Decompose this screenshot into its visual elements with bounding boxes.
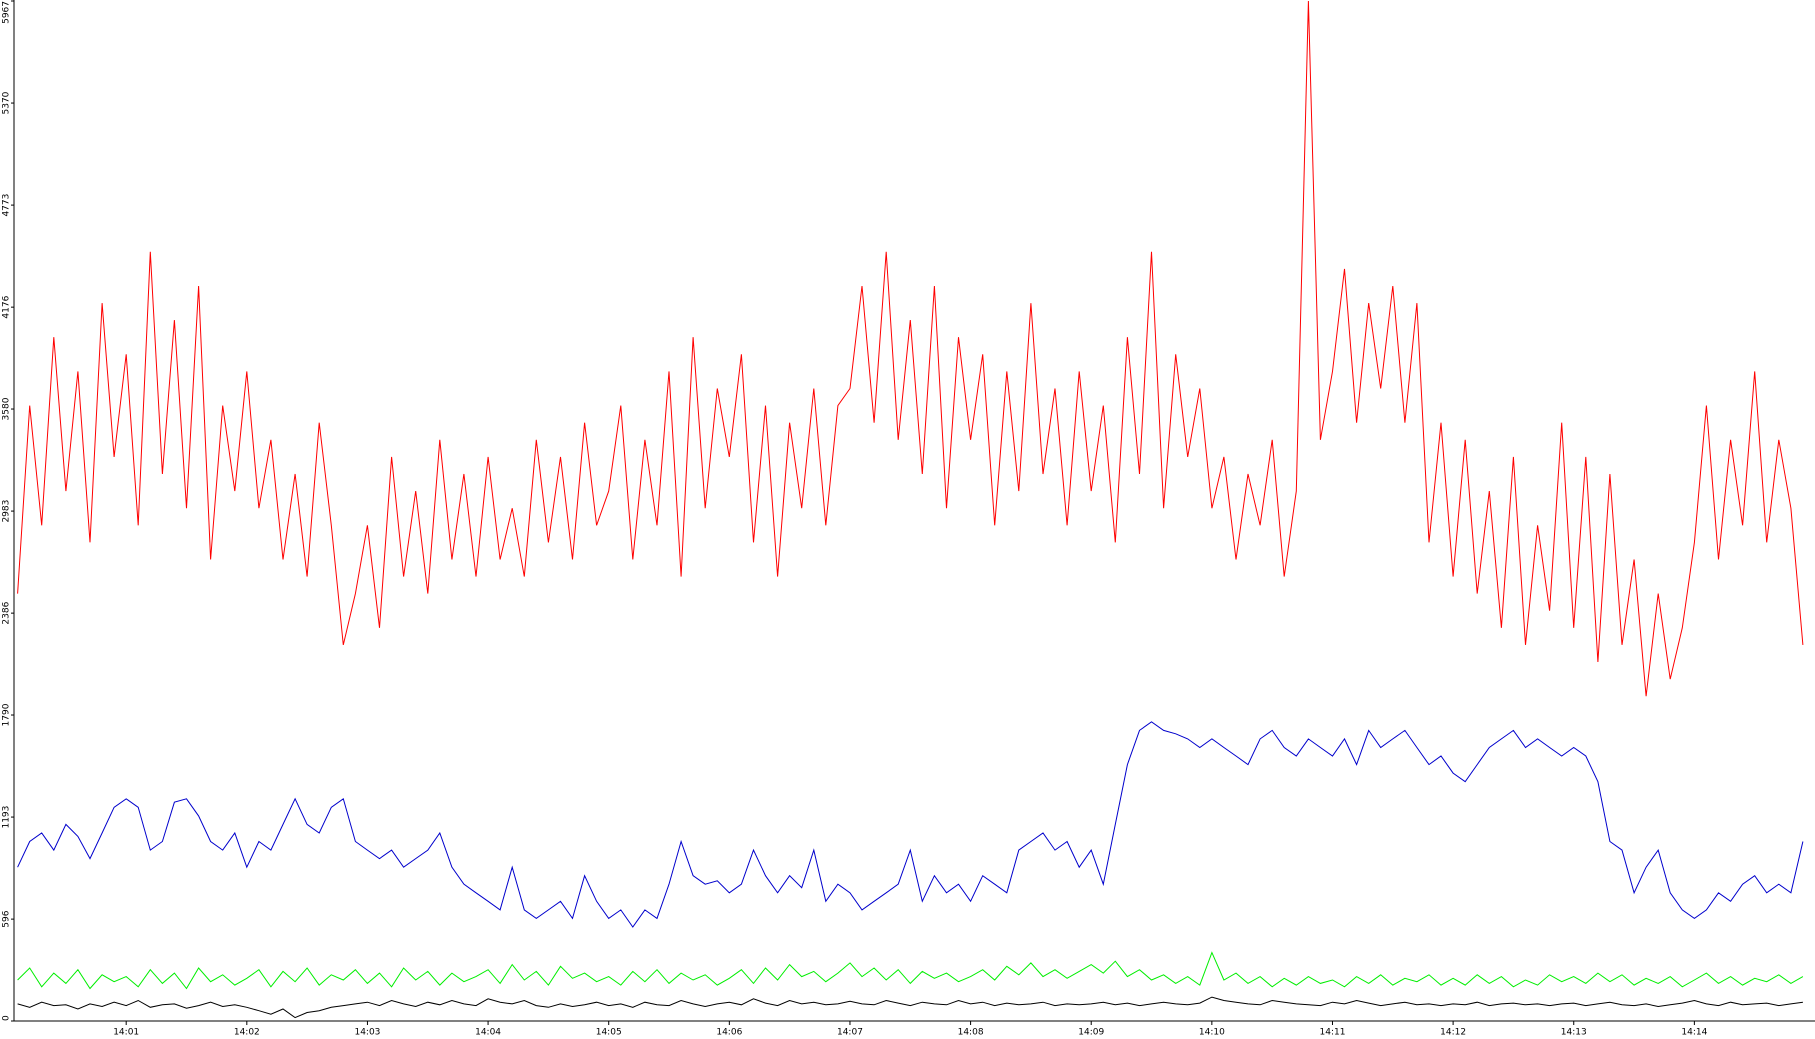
y-tick-label: 4176 [2,295,12,318]
x-tick-label: 14:09 [1078,1028,1104,1038]
x-tick-label: 14:13 [1561,1028,1587,1038]
x-tick-label: 14:01 [113,1028,139,1038]
x-tick-label: 14:08 [958,1028,984,1038]
y-tick-label: 596 [2,910,12,927]
y-tick-label: 0 [2,1015,12,1021]
y-tick-label: 2386 [2,601,12,624]
x-tick-label: 14:07 [837,1028,863,1038]
y-tick-label: 2983 [2,500,12,523]
x-tick-label: 14:10 [1199,1028,1225,1038]
x-tick-label: 14:11 [1320,1028,1346,1038]
x-tick-label: 14:02 [234,1028,260,1038]
series-line [17,951,1804,990]
x-tick-label: 14:12 [1440,1028,1466,1038]
x-tick-label: 14:05 [596,1028,622,1038]
y-tick-label: 5370 [2,91,12,114]
x-tick-label: 14:04 [475,1028,501,1038]
x-tick-label: 14:06 [716,1028,742,1038]
y-tick-label: 3580 [2,397,12,420]
y-tick-label: 4773 [2,194,12,217]
x-tick-label: 14:14 [1681,1028,1707,1038]
y-tick-label: 1193 [2,806,12,829]
y-tick-label: 1790 [2,703,12,726]
y-tick-label: 5967 [2,1,12,24]
x-tick-label: 14:03 [354,1028,380,1038]
series-line [17,996,1803,1019]
series-line [17,0,1804,697]
series-line [17,721,1804,928]
